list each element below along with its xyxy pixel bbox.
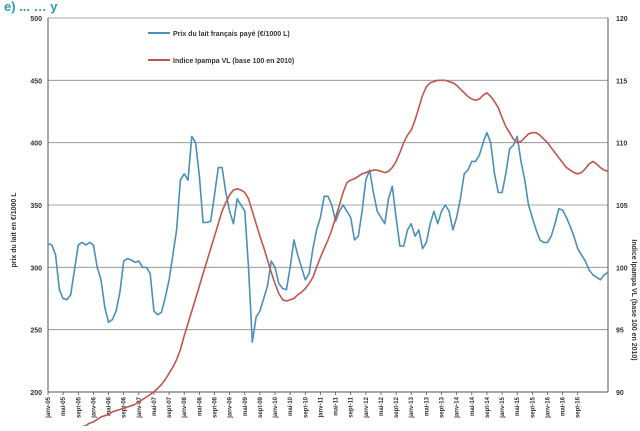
right-y-tick-label: 95 [616,328,624,335]
left-y-tick-label: 400 [30,141,42,148]
left-y-ticks: 200 250 300 350 400 450 500 [30,16,42,397]
x-tick-label: sept-12 [394,396,400,418]
x-tick-label: janv-11 [318,396,324,418]
series-line-ipampa [72,79,609,431]
x-tick-label: sept-10 [303,396,309,418]
chart-heading-fragment: e) ... … y [4,0,58,14]
x-tick-label: janv-16 [545,396,551,418]
x-tick-label: sept-08 [212,396,218,418]
series-line-milk-price [47,131,609,343]
x-tick-label: sept-15 [530,396,536,418]
right-y-ticks: 90 95 100 105 110 115 120 [616,16,628,397]
x-tick-label: janv-14 [455,396,461,418]
x-tick-label: sept-13 [440,396,446,418]
left-y-tick-label: 300 [30,265,42,272]
left-axis-title: prix du lait en €/1000 L [11,192,18,268]
series-lines [47,79,609,431]
x-tick-label: mai-05 [61,396,67,416]
x-tick-label: janv-06 [91,396,97,418]
left-y-tick-label: 200 [30,390,42,397]
x-tick-label: janv-10 [273,396,279,418]
x-tick-label: janv-15 [500,396,506,418]
x-tick-label: mai-16 [561,396,567,416]
legend-label-milk-price: Prix du lait français payé (€/1000 L) [173,31,290,38]
x-tick-label: mai-08 [197,396,203,416]
left-y-tick-label: 500 [30,16,42,23]
right-axis-title: Indice Ipampa VL (base 100 en 2010) [630,239,637,360]
right-y-tick-label: 110 [616,141,627,148]
x-tick-label: janv-07 [137,396,143,418]
x-tick-label: mai-14 [470,396,476,416]
x-tick-label: mai-13 [424,396,430,416]
gridlines [48,17,608,331]
right-y-tick-label: 120 [616,16,628,23]
x-tick-label: janv-08 [182,396,188,418]
left-y-tick-label: 250 [30,328,42,335]
legend: Prix du lait français payé (€/1000 L) In… [148,31,294,65]
left-y-tick-label: 350 [30,203,42,210]
legend-label-ipampa: Indice Ipampa VL (base 100 en 2010) [173,58,294,65]
x-tick-label: mai-12 [379,396,385,416]
x-tick-label: mai-09 [243,396,249,416]
x-tick-label: mai-06 [107,396,113,416]
x-tick-label: sept-16 [576,396,582,418]
x-tick-label: sept-09 [258,396,264,418]
x-tick-label: mai-07 [152,396,158,416]
x-tick-label: sept-05 [76,396,82,418]
x-tick-label: mai-10 [288,396,294,416]
x-tick-label: janv-05 [46,396,52,418]
axes [47,18,609,393]
right-y-tick-label: 105 [616,203,628,210]
x-tick-label: sept-11 [349,396,355,417]
right-y-tick-label: 115 [616,78,627,85]
x-tick-label: sept-07 [167,396,173,418]
x-tick-label: mai-11 [334,396,340,415]
right-y-tick-label: 100 [616,265,628,272]
x-tick-label: janv-09 [228,396,234,418]
right-y-tick-label: 90 [616,390,624,397]
x-tick-label: mai-15 [515,396,521,416]
left-y-tick-label: 450 [30,78,42,85]
x-tick-label: sept-14 [485,396,491,418]
x-tick-label: janv-13 [409,396,415,418]
x-tick-label: janv-12 [364,396,370,418]
